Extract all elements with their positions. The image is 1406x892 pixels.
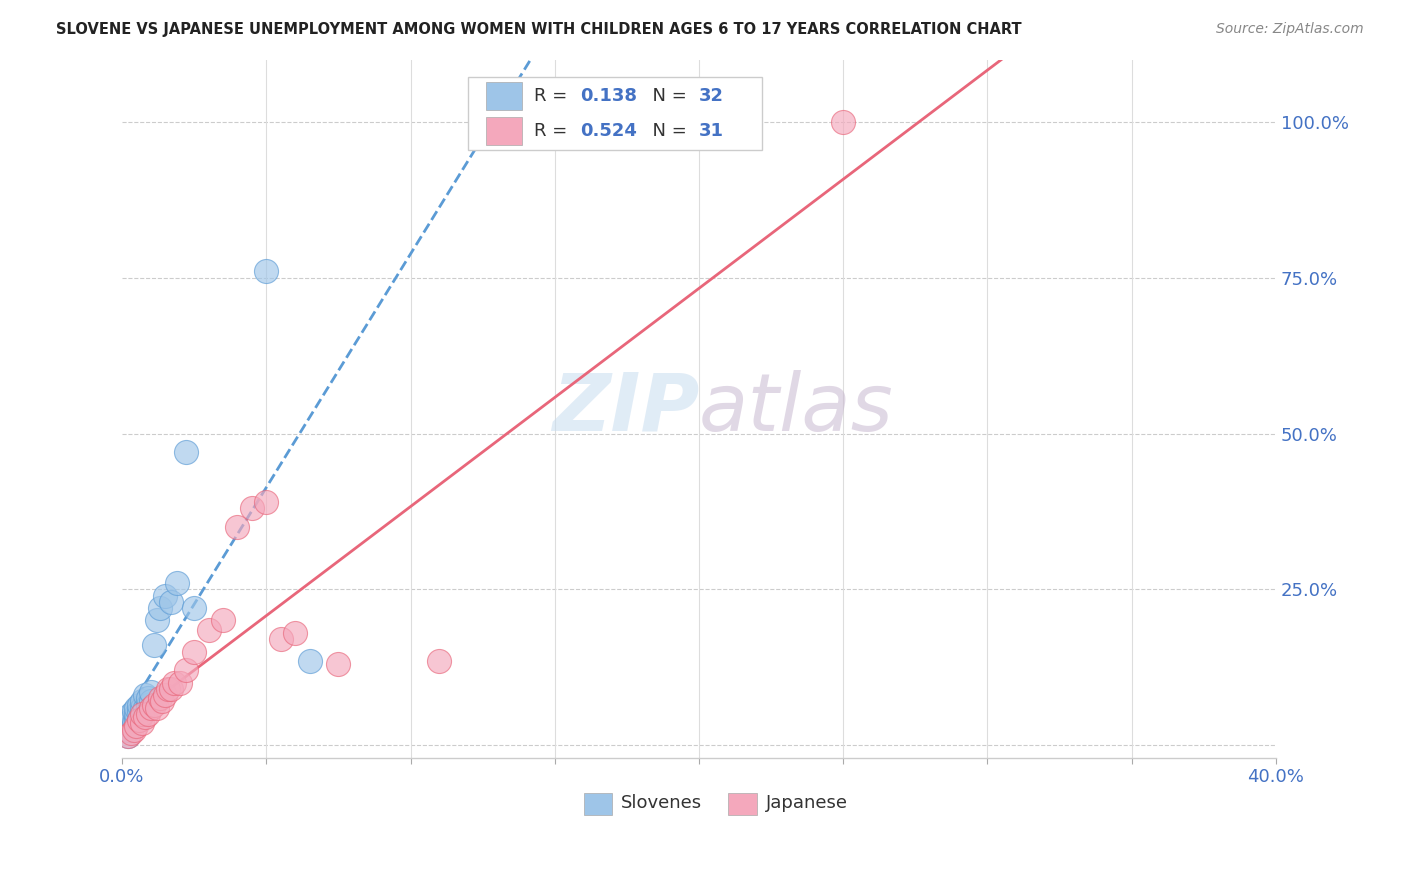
Point [183, 645, 205, 659]
Point [122, 716, 145, 731]
Point [174, 663, 197, 677]
Point [174, 445, 197, 459]
Point [183, 601, 205, 615]
Point [131, 700, 153, 714]
Point [240, 501, 263, 516]
Point [131, 694, 153, 708]
Point [148, 691, 170, 706]
Point [122, 723, 145, 737]
Point [139, 685, 162, 699]
Point [122, 704, 145, 718]
Text: N =: N = [641, 87, 693, 105]
Point [145, 700, 167, 714]
Point [169, 675, 191, 690]
Point [120, 725, 142, 739]
Point [136, 706, 159, 721]
Point [145, 614, 167, 628]
Text: 31: 31 [699, 122, 724, 140]
Point [254, 495, 277, 509]
Text: R =: R = [534, 87, 574, 105]
Point [166, 576, 188, 591]
Point [139, 700, 162, 714]
Point [142, 639, 165, 653]
Point [134, 700, 156, 714]
Point [128, 713, 150, 727]
Point [152, 694, 174, 708]
Point [125, 700, 148, 714]
Point [120, 713, 142, 727]
Point [160, 681, 183, 696]
Bar [485, 117, 523, 145]
Point [117, 729, 139, 743]
Point [427, 654, 450, 668]
Text: SLOVENE VS JAPANESE UNEMPLOYMENT AMONG WOMEN WITH CHILDREN AGES 6 TO 17 YEARS CO: SLOVENE VS JAPANESE UNEMPLOYMENT AMONG W… [56, 22, 1022, 37]
Point [270, 632, 292, 647]
Point [298, 654, 321, 668]
Point [117, 729, 139, 743]
Point [131, 706, 153, 721]
Point [142, 698, 165, 712]
Point [254, 264, 277, 278]
Point [134, 688, 156, 702]
Point [125, 706, 148, 721]
Point [120, 706, 142, 721]
Point [125, 719, 148, 733]
Point [139, 694, 162, 708]
Point [148, 601, 170, 615]
Point [131, 706, 153, 721]
Text: atlas: atlas [699, 369, 894, 448]
Text: R =: R = [534, 122, 574, 140]
Bar [728, 793, 756, 815]
Point [212, 614, 235, 628]
Point [125, 713, 148, 727]
Point [134, 710, 156, 724]
Text: 0.524: 0.524 [581, 122, 637, 140]
Point [284, 626, 307, 640]
Point [136, 698, 159, 712]
Point [131, 716, 153, 731]
FancyBboxPatch shape [468, 77, 762, 151]
Point [117, 723, 139, 737]
Text: N =: N = [641, 122, 693, 140]
Point [128, 698, 150, 712]
Point [160, 595, 183, 609]
Bar [485, 82, 523, 110]
Point [128, 704, 150, 718]
Text: Japanese: Japanese [766, 794, 848, 812]
Text: 32: 32 [699, 87, 724, 105]
Point [197, 623, 219, 637]
Point [136, 691, 159, 706]
Point [328, 657, 350, 671]
Point [120, 719, 142, 733]
Text: Source: ZipAtlas.com: Source: ZipAtlas.com [1216, 22, 1364, 37]
Point [155, 688, 177, 702]
Point [128, 713, 150, 727]
Point [832, 115, 855, 129]
Point [157, 681, 180, 696]
Point [163, 675, 186, 690]
Text: Slovenes: Slovenes [620, 794, 702, 812]
Point [155, 589, 177, 603]
Text: 0.138: 0.138 [581, 87, 637, 105]
Bar [583, 793, 613, 815]
Text: ZIP: ZIP [551, 369, 699, 448]
Point [226, 520, 249, 534]
